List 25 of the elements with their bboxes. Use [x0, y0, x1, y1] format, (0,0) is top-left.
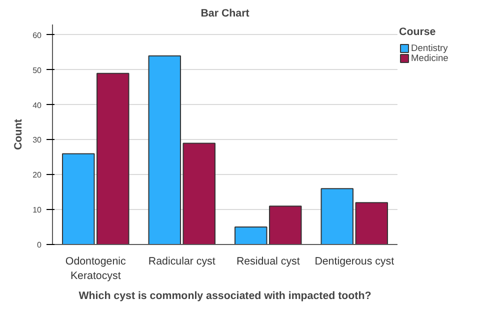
x-tick-label: Dentigerous cyst — [314, 256, 394, 268]
x-tick-label: Residual cyst — [236, 256, 300, 268]
chart-title: Bar Chart — [200, 8, 250, 20]
bar — [182, 142, 216, 244]
y-tick-label: 60 — [32, 30, 42, 40]
bar — [148, 55, 181, 244]
bar — [62, 153, 95, 244]
bar — [269, 206, 302, 244]
y-tick-label: 10 — [32, 206, 42, 215]
bar — [355, 202, 388, 244]
x-tick-label: Radicular cyst — [148, 256, 216, 268]
y-tick-label: 30 — [32, 136, 42, 145]
x-tick-label: Odontogenic Keratocyst — [65, 256, 127, 282]
y-axis-title: Count — [12, 118, 25, 150]
y-tick-label: 40 — [32, 100, 42, 110]
legend-label: Dentistry — [411, 43, 448, 53]
bar — [96, 72, 130, 244]
x-axis-title: Which cyst is commonly associated with impacted tooth? — [78, 290, 372, 302]
legend-title: Course — [399, 26, 437, 38]
bar — [320, 188, 354, 244]
bar — [234, 226, 268, 244]
legend-label: Medicine — [411, 53, 448, 63]
y-tick-label: 50 — [32, 66, 42, 75]
y-tick-label: 0 — [37, 240, 42, 250]
y-tick-label: 20 — [32, 170, 42, 180]
